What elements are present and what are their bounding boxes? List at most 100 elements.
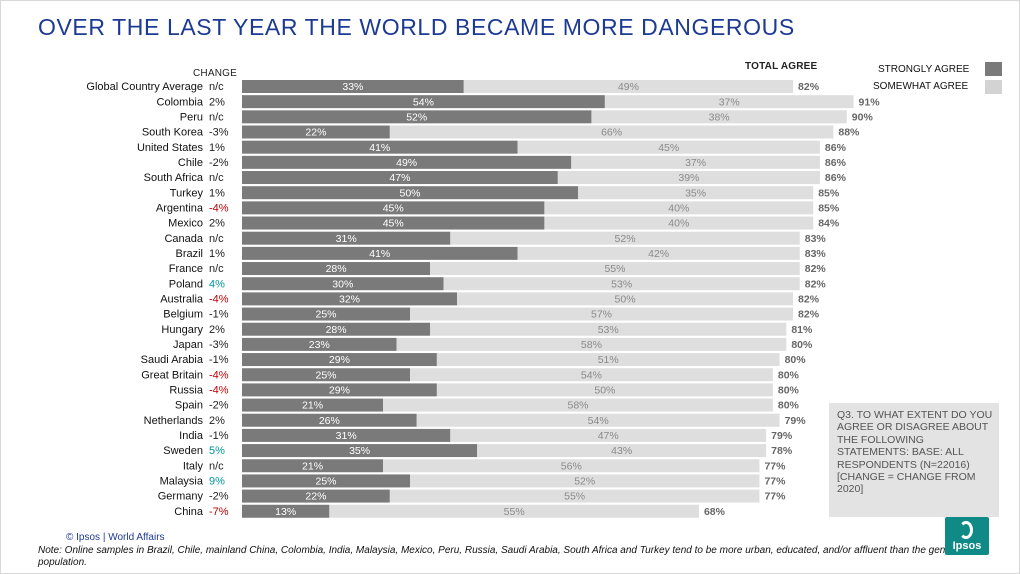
data-label-total-agree: 83% xyxy=(805,248,827,260)
data-label-somewhat-agree: 47% xyxy=(598,430,619,442)
change-value: -4% xyxy=(209,293,229,305)
category-label: Global Country Average xyxy=(86,81,203,93)
category-label: Netherlands xyxy=(144,415,204,427)
change-value: -3% xyxy=(209,339,229,351)
bar-strongly-agree xyxy=(242,413,417,427)
bar-somewhat-agree xyxy=(517,246,800,260)
category-label: Great Britain xyxy=(141,369,203,381)
category-label: Colombia xyxy=(157,96,204,108)
bar-strongly-agree xyxy=(242,337,397,351)
data-label-strongly-agree: 35% xyxy=(349,445,370,457)
data-label-total-agree: 84% xyxy=(818,218,840,230)
change-value: 4% xyxy=(209,278,225,290)
data-label-total-agree: 80% xyxy=(785,354,807,366)
category-label: Belgium xyxy=(163,309,203,321)
bar-strongly-agree xyxy=(242,140,518,154)
bar-somewhat-agree xyxy=(389,489,760,503)
data-label-somewhat-agree: 42% xyxy=(648,248,669,260)
data-label-somewhat-agree: 57% xyxy=(591,309,612,321)
category-label: Canada xyxy=(164,233,203,245)
change-value: -7% xyxy=(209,506,229,518)
bar-strongly-agree xyxy=(242,125,390,139)
change-value: -4% xyxy=(209,202,229,214)
bar-somewhat-agree xyxy=(477,444,767,458)
bar-strongly-agree xyxy=(242,368,410,382)
data-label-somewhat-agree: 66% xyxy=(601,127,622,139)
data-label-strongly-agree: 29% xyxy=(329,354,350,366)
data-label-somewhat-agree: 40% xyxy=(668,202,689,214)
category-label: France xyxy=(169,263,203,275)
bar-strongly-agree xyxy=(242,277,444,291)
category-label: Peru xyxy=(180,111,203,123)
data-label-total-agree: 91% xyxy=(859,96,881,108)
data-label-strongly-agree: 41% xyxy=(369,142,390,154)
data-label-strongly-agree: 54% xyxy=(413,96,434,108)
change-value: n/c xyxy=(209,172,224,184)
bar-somewhat-agree xyxy=(517,140,820,154)
change-value: 1% xyxy=(209,142,225,154)
bar-strongly-agree xyxy=(242,398,384,412)
data-label-total-agree: 68% xyxy=(704,506,726,518)
bar-strongly-agree xyxy=(242,80,464,93)
change-value: -2% xyxy=(209,400,229,412)
bar-somewhat-agree xyxy=(443,277,800,291)
change-value: -2% xyxy=(209,491,229,503)
category-label: Germany xyxy=(158,491,204,503)
data-label-total-agree: 80% xyxy=(778,385,800,397)
bar-strongly-agree xyxy=(242,383,437,397)
data-label-somewhat-agree: 51% xyxy=(598,354,619,366)
data-label-strongly-agree: 45% xyxy=(383,218,404,230)
data-label-strongly-agree: 13% xyxy=(275,506,296,518)
change-value: 1% xyxy=(209,248,225,260)
change-value: -4% xyxy=(209,369,229,381)
data-label-strongly-agree: 25% xyxy=(315,476,336,488)
bar-somewhat-agree xyxy=(436,353,780,367)
data-label-total-agree: 80% xyxy=(791,339,813,351)
data-label-total-agree: 80% xyxy=(778,369,800,381)
data-label-somewhat-agree: 45% xyxy=(658,142,679,154)
change-value: 5% xyxy=(209,445,225,457)
change-value: n/c xyxy=(209,233,224,245)
data-label-somewhat-agree: 38% xyxy=(709,111,730,123)
bar-somewhat-agree xyxy=(396,337,787,351)
data-label-total-agree: 77% xyxy=(764,460,786,472)
data-label-somewhat-agree: 55% xyxy=(604,263,625,275)
legend-label-somewhat-agree: SOMEWHAT AGREE xyxy=(873,81,969,92)
bar-somewhat-agree xyxy=(457,292,794,306)
ipsos-logo-text: Ipsos xyxy=(952,540,982,552)
data-label-total-agree: 88% xyxy=(838,127,860,139)
category-label: South Korea xyxy=(142,127,204,139)
bar-strongly-agree xyxy=(242,353,437,367)
change-column-header: CHANGE xyxy=(193,68,237,79)
bar-somewhat-agree xyxy=(591,110,847,124)
category-label: Turkey xyxy=(170,187,204,199)
bar-somewhat-agree xyxy=(544,201,814,215)
change-value: n/c xyxy=(209,263,224,275)
data-label-somewhat-agree: 58% xyxy=(581,339,602,351)
data-label-somewhat-agree: 37% xyxy=(719,96,740,108)
data-label-somewhat-agree: 53% xyxy=(598,324,619,336)
bar-strongly-agree xyxy=(242,322,431,336)
category-label: India xyxy=(179,430,204,442)
bar-strongly-agree xyxy=(242,186,578,200)
data-label-strongly-agree: 49% xyxy=(396,157,417,169)
bar-strongly-agree xyxy=(242,307,410,321)
bar-somewhat-agree xyxy=(544,216,814,230)
bar-somewhat-agree xyxy=(604,95,854,109)
category-label: China xyxy=(174,506,204,518)
change-value: -1% xyxy=(209,309,229,321)
data-label-strongly-agree: 21% xyxy=(302,400,323,412)
data-label-somewhat-agree: 55% xyxy=(564,491,585,503)
category-label: United States xyxy=(137,142,204,154)
bar-strongly-agree xyxy=(242,504,330,518)
total-agree-header: TOTAL AGREE xyxy=(745,61,818,72)
change-value: -3% xyxy=(209,127,229,139)
bar-somewhat-agree xyxy=(450,428,767,442)
legend-swatch-somewhat-agree xyxy=(985,80,1002,94)
data-label-total-agree: 85% xyxy=(818,187,840,199)
change-value: 2% xyxy=(209,415,225,427)
category-label: Brazil xyxy=(175,248,203,260)
data-label-total-agree: 77% xyxy=(764,476,786,488)
category-label: Japan xyxy=(173,339,203,351)
